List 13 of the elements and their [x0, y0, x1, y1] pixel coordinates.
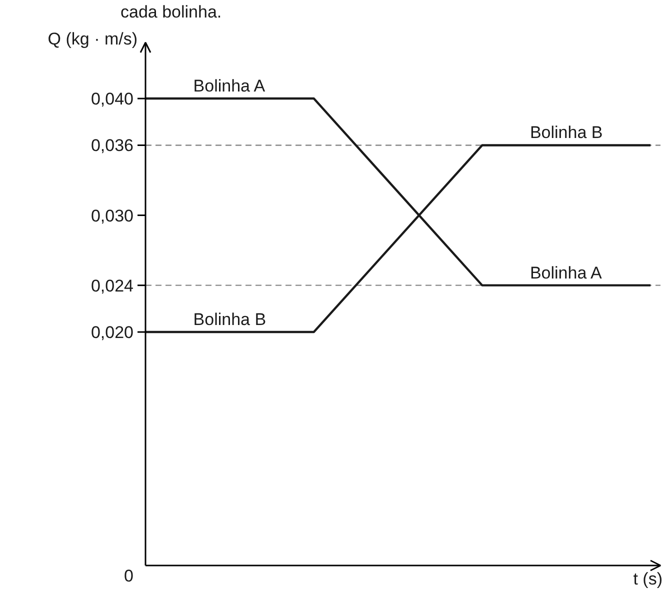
text: Bolinha B: [530, 123, 603, 142]
series-label: Bolinha B: [193, 310, 266, 330]
text: cada bolinha.: [120, 2, 222, 22]
y-tick-label: 0,040: [90, 90, 134, 109]
x-axis-title: t (s): [633, 570, 662, 588]
y-tick-label: 0,024: [90, 276, 134, 296]
y-tick-label: 0,030: [90, 206, 134, 226]
series-label: Bolinha A: [193, 76, 266, 96]
y-tick-label: 0: [124, 566, 134, 586]
y-tick-label: 0,036: [90, 136, 134, 156]
text: Bolinha A: [530, 263, 602, 282]
y-axis-title: Q (kg · m/s): [48, 30, 138, 48]
y-tick-label: 0,020: [90, 323, 134, 342]
